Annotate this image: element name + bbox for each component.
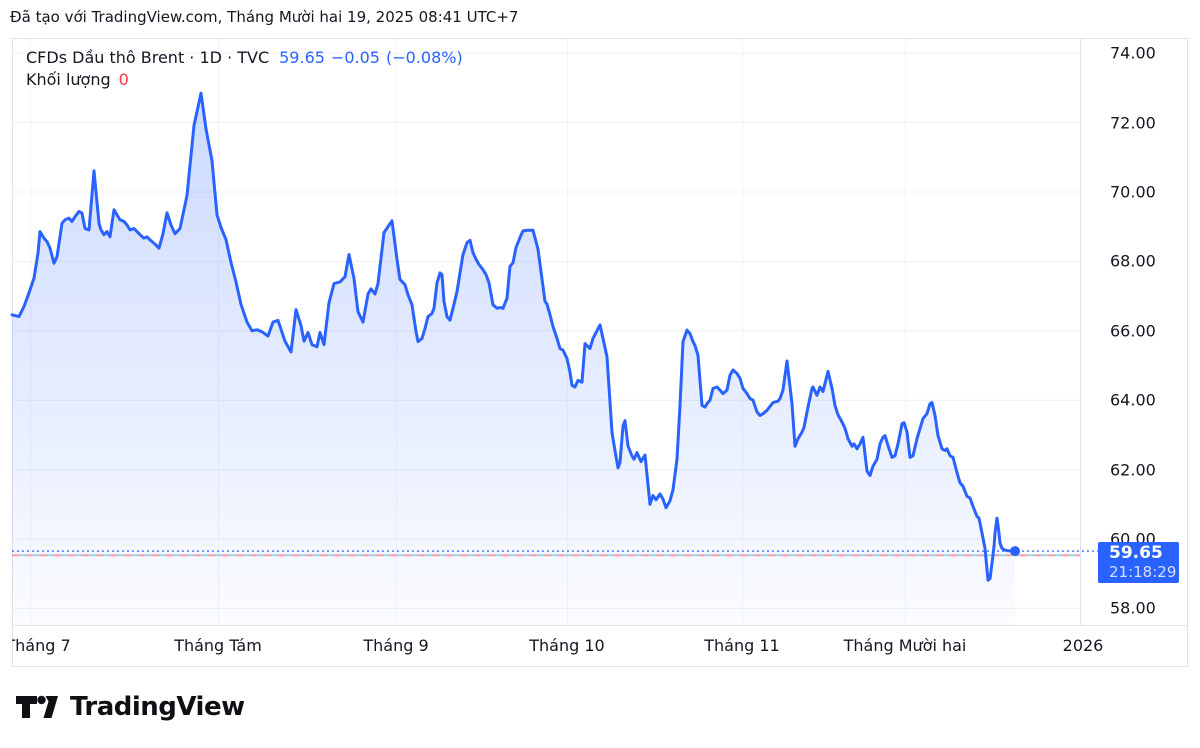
- current-price-label: 59.65 21:18:29: [1098, 542, 1179, 583]
- chart-legend: CFDs Dầu thô Brent · 1D · TVC 59.65 −0.05 (…: [26, 47, 463, 91]
- tradingview-brand: TradingView: [16, 692, 245, 722]
- y-axis-label: 74.00: [1110, 43, 1156, 63]
- y-axis-label: 72.00: [1110, 113, 1156, 133]
- y-axis-label: 66.00: [1110, 321, 1156, 341]
- x-axis-label: 2026: [1062, 636, 1104, 655]
- volume-value: 0: [118, 70, 129, 89]
- y-axis-label: 68.00: [1110, 251, 1156, 271]
- attribution-text: Đã tạo với TradingView.com, Tháng Mười h…: [10, 8, 519, 26]
- time-axis: Tháng 7 Tháng Tám Tháng 9 Tháng 10 Tháng 11 T…: [12, 633, 1188, 663]
- chart-pane[interactable]: [12, 38, 1080, 625]
- x-axis-label: Tháng 7: [12, 636, 71, 655]
- y-axis-label: 64.00: [1110, 390, 1156, 410]
- current-price-time: 21:18:29: [1109, 563, 1177, 581]
- volume-label: Khối lượng: [26, 70, 111, 89]
- x-axis-label: Tháng 11: [704, 636, 780, 655]
- x-axis-label: Tháng Tám: [174, 636, 262, 655]
- current-price-value: 59.65: [1109, 543, 1163, 563]
- y-axis-label: 70.00: [1110, 182, 1156, 202]
- y-axis-label: 62.00: [1110, 460, 1156, 480]
- x-axis-label: Tháng 10: [529, 636, 605, 655]
- last-price: 59.65: [279, 48, 325, 67]
- x-axis-label: Tháng Mười hai: [843, 636, 967, 655]
- tradingview-logo-icon: [16, 695, 58, 718]
- price-change: −0.05: [330, 48, 380, 67]
- price-change-percent: (−0.08%): [385, 48, 463, 67]
- x-axis-label: Tháng 9: [363, 636, 429, 655]
- tradingview-logo-text: TradingView: [70, 692, 245, 722]
- symbol-title: CFDs Dầu thô Brent · 1D · TVC: [26, 48, 270, 67]
- y-axis-label: 58.00: [1110, 598, 1156, 618]
